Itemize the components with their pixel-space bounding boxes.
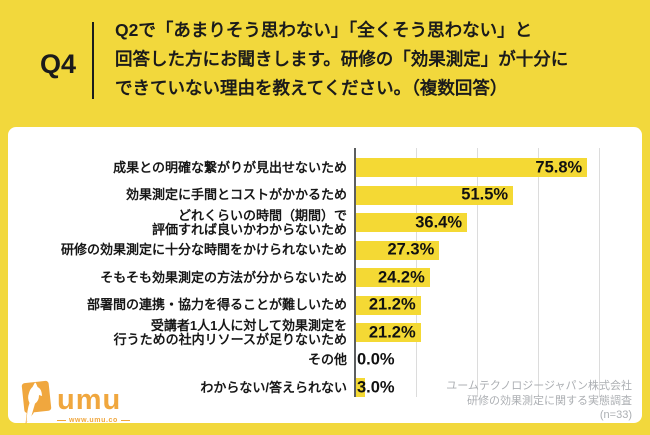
gridline [538, 148, 539, 397]
bar-area: 27.3% [354, 237, 642, 265]
bar: 75.8% [356, 158, 588, 178]
category-label: 受講者1人1人に対して効果測定を 行うための社内リソースが足りないため [113, 318, 347, 347]
category-label: そもそも効果測定の方法が分からないため [100, 269, 347, 285]
value-label: 21.2% [368, 295, 416, 314]
bar-area: 21.2% [354, 319, 642, 347]
header-divider [92, 22, 94, 99]
question-text: Q2で「あまりそう思わない」「全くそう思わない」と 回答した方にお聞きします。研… [115, 20, 569, 98]
bar: 21.2% [356, 323, 421, 343]
category-label: 部署間の連携・協力を得ることが難しいため [86, 297, 347, 313]
value-label: 0.0% [357, 350, 395, 369]
category-label: 成果との明確な繋がりが見出せないため [113, 159, 347, 175]
category-label: 効果測定に手間とコストがかかるため [125, 187, 347, 203]
value-label: 36.4% [415, 213, 463, 232]
bar-area: 24.2% [354, 264, 642, 292]
bar [356, 378, 366, 398]
source-line-sample: (n=33) [599, 409, 632, 421]
chart-row: そもそも効果測定の方法が分からないため 24.2% [8, 264, 642, 292]
bar: 27.3% [356, 240, 440, 260]
source-note: ユームテクノロジージャパン株式会社 研修の効果測定に関する実態調査 (n=33) [446, 379, 632, 423]
chart-panel: 成果との明確な繋がりが見出せないため 75.8% 効果測定に手間とコストがかかるため… [8, 127, 642, 423]
logo-text-block: umu www.umu.co [57, 376, 130, 425]
bar-rows: 成果との明確な繋がりが見出せないため 75.8% 効果測定に手間とコストがかかるため… [8, 154, 642, 402]
chart-row: 成果との明確な繋がりが見出せないため 75.8% [8, 154, 642, 182]
bar: 24.2% [356, 268, 430, 288]
chart-row: 研修の効果測定に十分な時間をかけられないため 27.3% [8, 237, 642, 265]
value-label: 21.2% [368, 323, 416, 342]
value-label: 75.8% [535, 158, 583, 177]
question-number: Q4 [39, 49, 77, 79]
chart-row: 部署間の連携・協力を得ることが難しいため 21.2% [8, 292, 642, 320]
value-label: 27.3% [387, 240, 435, 259]
logo-url: www.umu.co [57, 417, 130, 424]
bar-area: 0.0% [354, 347, 642, 375]
bar: 21.2% [356, 295, 421, 315]
horse-icon [19, 376, 53, 426]
category-label: その他 [307, 352, 347, 368]
chart-row: わからない/答えられない 3.0% [8, 374, 642, 402]
category-label: 研修の効果測定に十分な時間をかけられないため [60, 242, 347, 258]
gridline [477, 148, 478, 397]
source-line-company: ユームテクノロジージャパン株式会社 [446, 380, 632, 392]
chart-row: 効果測定に手間とコストがかかるため 51.5% [8, 182, 642, 210]
chart-row: どれくらいの時間（期間）で 評価すれば良いかわからないため 36.4% [8, 209, 642, 237]
category-label: わからない/答えられない [200, 379, 347, 395]
chart-row: 受講者1人1人に対して効果測定を 行うための社内リソースが足りないため 21.2% [8, 319, 642, 347]
value-label: 51.5% [461, 185, 509, 204]
value-label: 3.0% [357, 378, 395, 397]
bar-area: 3.0% [354, 374, 642, 402]
bar-area: 75.8% [354, 154, 642, 182]
bar-area: 51.5% [354, 182, 642, 210]
logo-wordmark: umu [57, 384, 122, 416]
value-label: 24.2% [378, 268, 425, 287]
gridline [599, 148, 600, 397]
bar-area: 36.4% [354, 209, 642, 237]
umu-logo: umu www.umu.co [19, 376, 130, 426]
category-axis-line [354, 148, 356, 397]
source-line-survey: 研修の効果測定に関する実態調査 [467, 394, 632, 407]
chart-row: その他 0.0% [8, 347, 642, 375]
category-label: どれくらいの時間（期間）で 評価すれば良いかわからないため [151, 208, 347, 237]
bar-area: 21.2% [354, 292, 642, 320]
bar: 36.4% [356, 213, 468, 233]
bar: 51.5% [356, 185, 514, 205]
